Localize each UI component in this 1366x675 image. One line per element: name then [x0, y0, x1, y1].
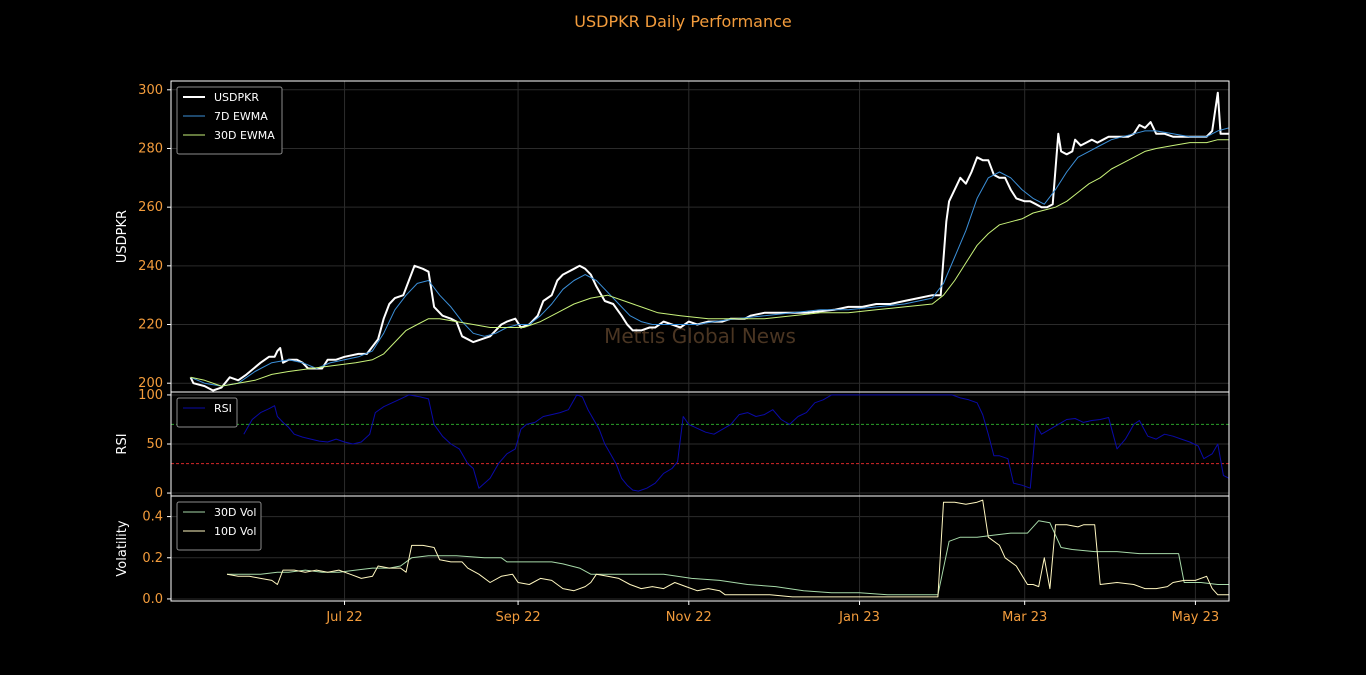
x-tick-label: Sep 22	[495, 610, 540, 625]
series-line-30d-vol	[227, 520, 1229, 596]
y-tick-label: 240	[138, 259, 163, 274]
y-axis-label: Volatility	[115, 520, 130, 576]
legend-label: 7D EWMA	[214, 110, 268, 123]
legend-box	[176, 397, 238, 428]
legend-box	[176, 86, 283, 155]
y-tick-label: 260	[138, 200, 163, 215]
axes-frame	[170, 495, 1230, 602]
y-tick-label: 0.0	[142, 592, 163, 607]
panel-usdpkr: Mettis Global News 200 220 240 260 280 300 USDP…	[115, 80, 1230, 393]
y-tick-label: 280	[138, 141, 163, 156]
panel-rsi: 0 50 100 RSI RSI	[115, 388, 1230, 501]
chart-title: USDPKR Daily Performance	[574, 12, 792, 31]
series-group	[243, 394, 1229, 492]
y-tick-label: 50	[146, 437, 163, 452]
y-tick-label: 0.2	[142, 551, 163, 566]
series-group	[189, 91, 1229, 392]
watermark-text: Mettis Global News	[604, 324, 796, 348]
panel-volatility: 0.0 0.2 0.4 Volatility 30D Vol 10D Vol	[115, 495, 1230, 607]
legend-label: 30D Vol	[214, 506, 256, 519]
x-tick-label: Jan 23	[838, 610, 880, 625]
legend-label: USDPKR	[214, 91, 259, 104]
series-group	[226, 499, 1229, 598]
y-tick-label: 300	[138, 83, 163, 98]
legend-label: 10D Vol	[214, 525, 256, 538]
x-tick-label: Jul 22	[325, 610, 362, 625]
x-tick-label: May 23	[1172, 610, 1220, 625]
y-axis-label: USDPKR	[115, 210, 130, 263]
y-tick-label: 100	[138, 388, 163, 403]
y-tick-label: 200	[138, 376, 163, 391]
legend-label: 30D EWMA	[214, 129, 275, 142]
x-tick-label: Mar 23	[1002, 610, 1047, 625]
x-tick-label: Nov 22	[666, 610, 712, 625]
y-tick-label: 220	[138, 318, 163, 333]
y-tick-label: 0.4	[142, 510, 163, 525]
y-axis-label: RSI	[115, 433, 130, 454]
series-line-10d-vol	[226, 499, 1229, 598]
series-line-rsi	[243, 394, 1229, 492]
chart-panels: Mettis Global News 200 220 240 260 280 300 USDP…	[115, 80, 1230, 625]
series-line-7d-ewma	[190, 127, 1229, 387]
y-tick-label: 0	[155, 486, 163, 501]
legend-label: RSI	[214, 402, 232, 415]
legend-box	[176, 501, 262, 551]
series-line-30d-ewma	[190, 139, 1229, 387]
